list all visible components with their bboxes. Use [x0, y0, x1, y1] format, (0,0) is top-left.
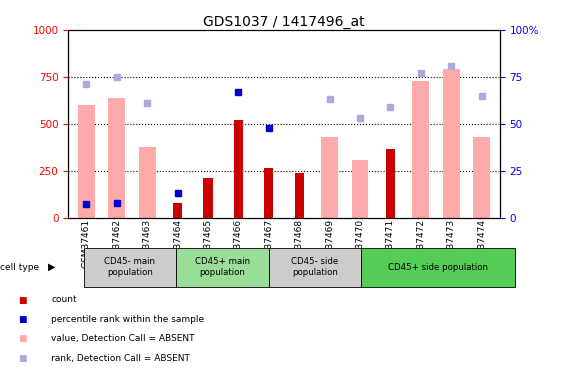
Text: value, Detection Call = ABSENT: value, Detection Call = ABSENT [51, 334, 195, 344]
Bar [234, 120, 243, 218]
Text: CD45+ side population: CD45+ side population [388, 263, 488, 272]
Bar [139, 147, 156, 218]
Text: CD45- side
population: CD45- side population [291, 258, 339, 277]
Title: GDS1037 / 1417496_at: GDS1037 / 1417496_at [203, 15, 365, 29]
Bar [321, 137, 338, 218]
Text: count: count [51, 296, 77, 304]
Text: ■: ■ [19, 354, 27, 363]
Text: ■: ■ [19, 296, 27, 304]
Text: CD45- main
population: CD45- main population [105, 258, 155, 277]
Bar [386, 149, 395, 217]
Text: ■: ■ [19, 315, 27, 324]
Bar [78, 105, 95, 218]
Text: CD45+ main
population: CD45+ main population [195, 258, 250, 277]
Bar [173, 203, 182, 217]
Text: percentile rank within the sample: percentile rank within the sample [51, 315, 204, 324]
Text: ▶: ▶ [48, 262, 56, 272]
Bar [108, 98, 125, 218]
Bar [473, 137, 490, 218]
Bar [264, 168, 273, 217]
Bar [412, 81, 429, 218]
Text: ■: ■ [19, 334, 27, 344]
Bar [352, 160, 369, 218]
Bar [295, 172, 304, 217]
Bar [203, 178, 212, 218]
Text: cell type: cell type [0, 263, 39, 272]
Bar [443, 69, 460, 218]
Text: rank, Detection Call = ABSENT: rank, Detection Call = ABSENT [51, 354, 190, 363]
